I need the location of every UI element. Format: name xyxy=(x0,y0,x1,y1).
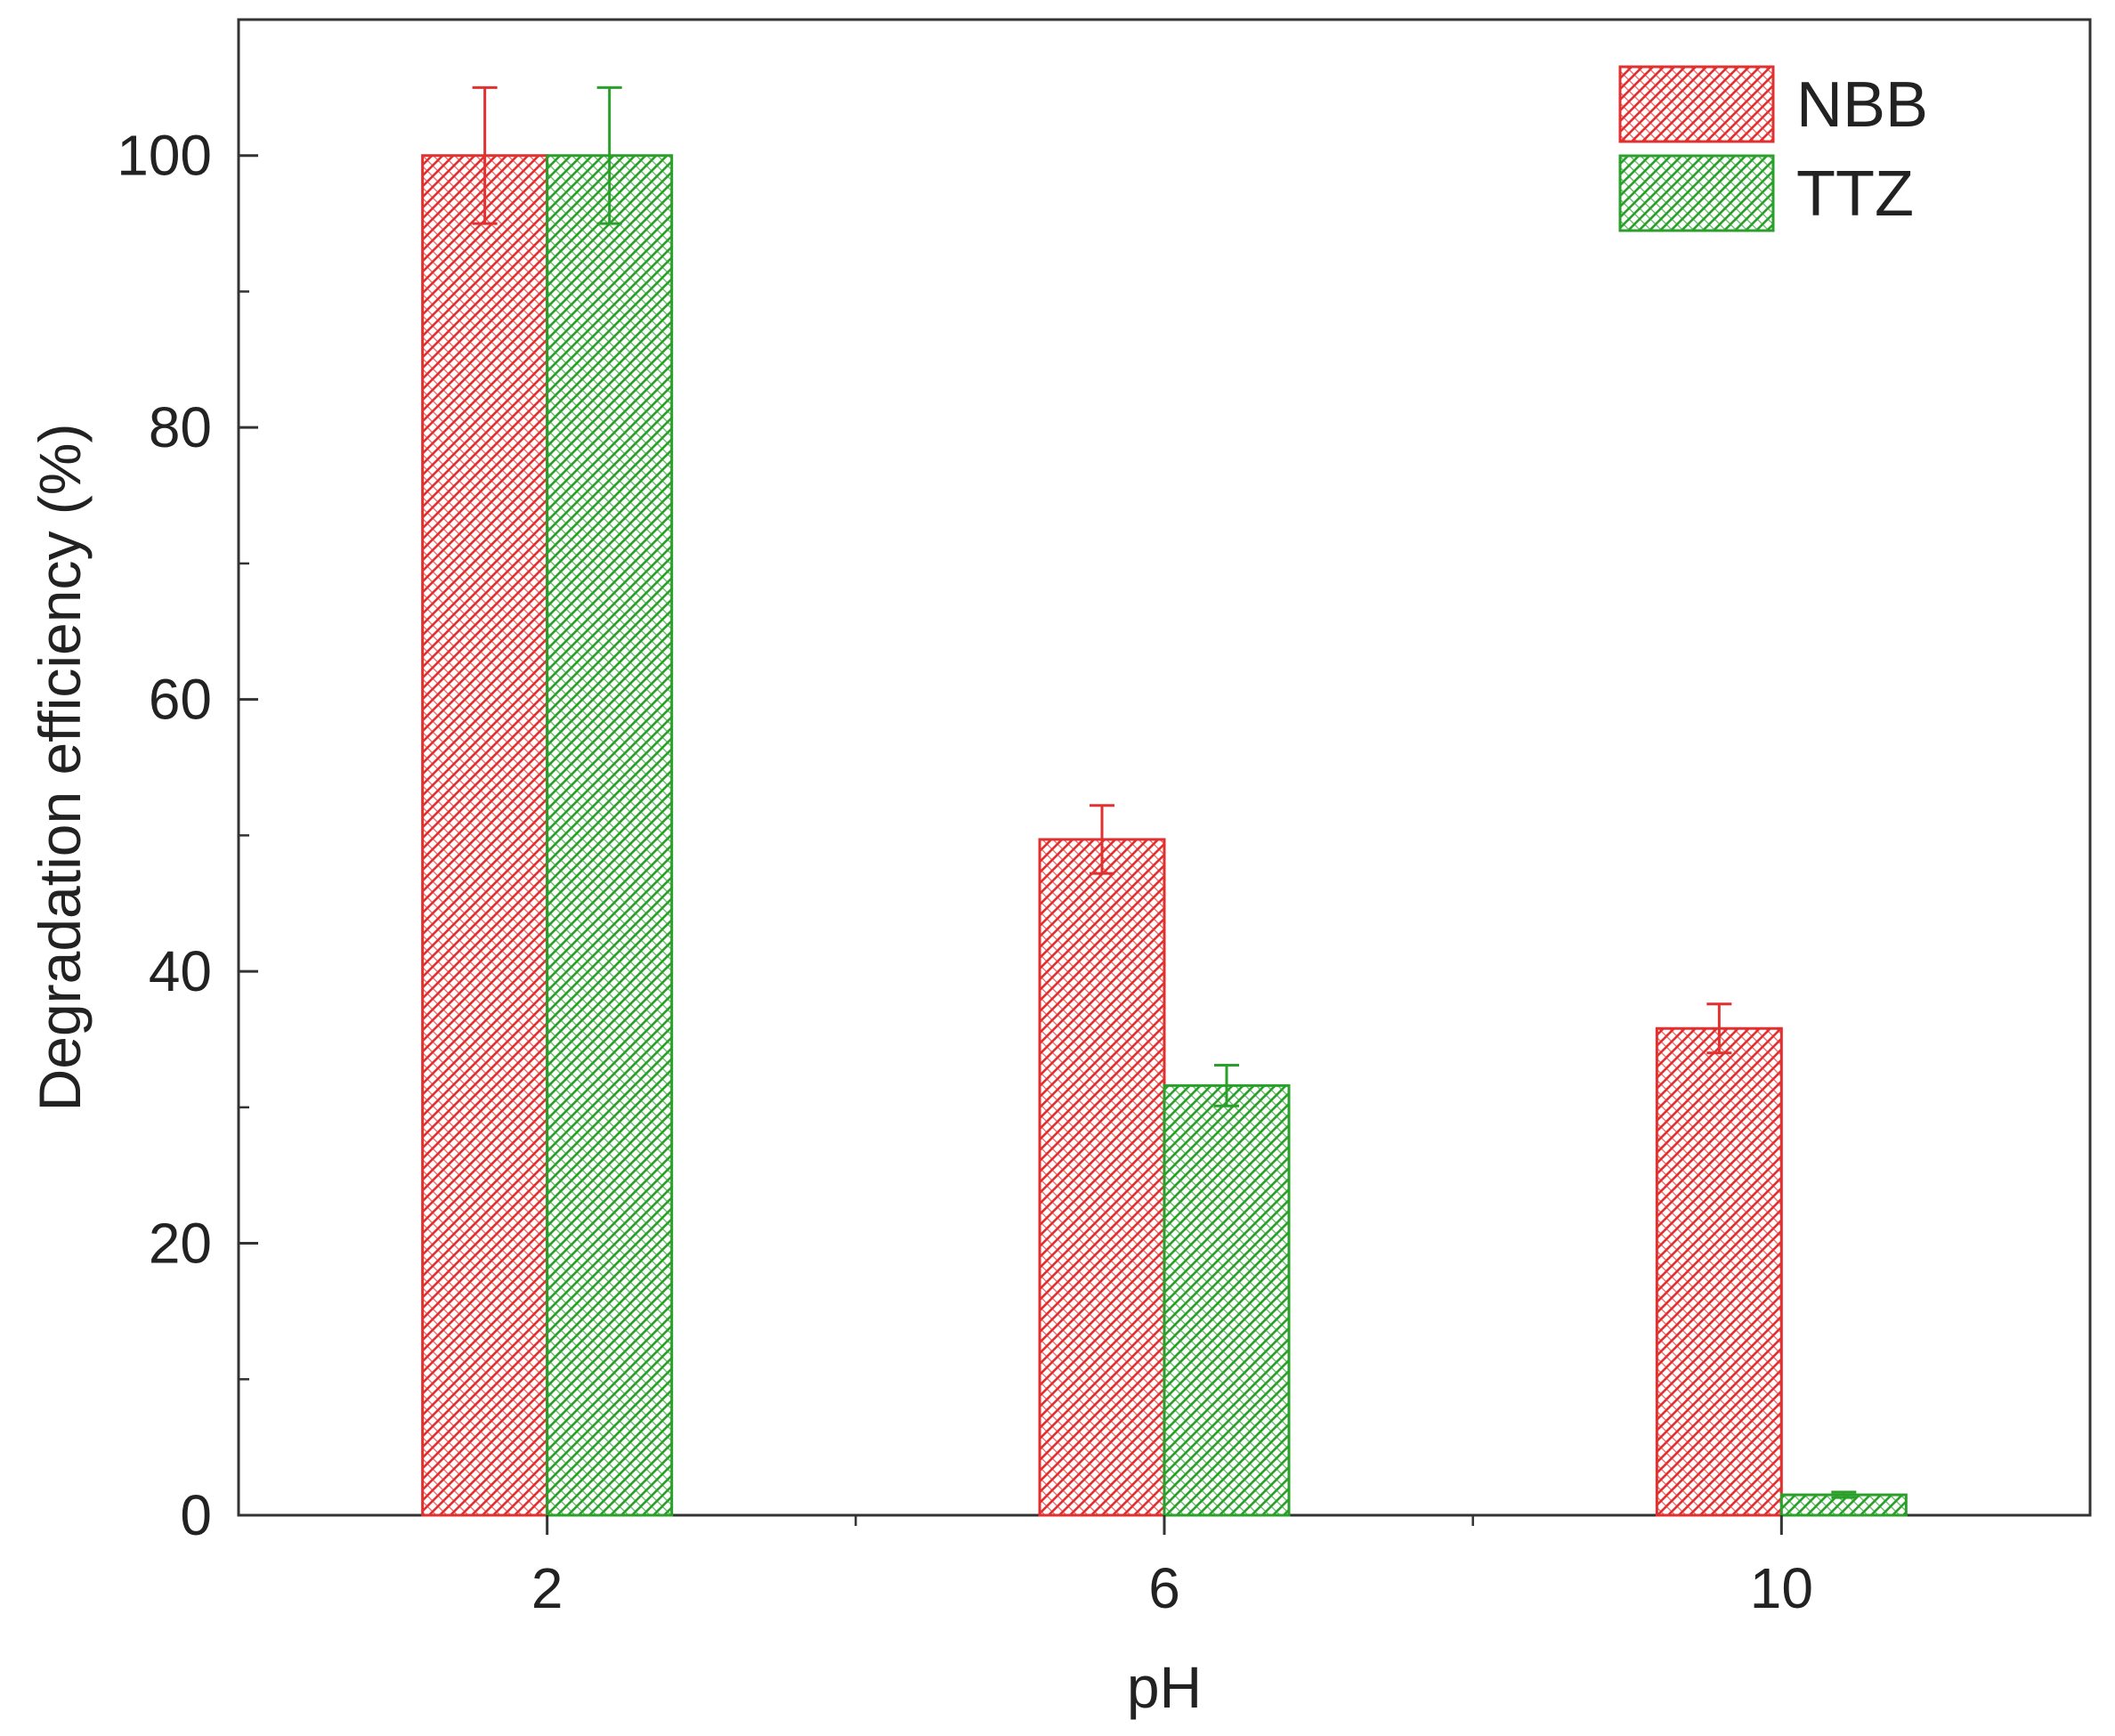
errorbar-ttz-ph-10 xyxy=(1831,1490,1857,1499)
legend: NBB TTZ xyxy=(1618,65,1928,232)
bars-layer xyxy=(421,154,1908,1517)
x-axis: 2 6 10 xyxy=(531,1515,1813,1620)
legend-swatch-ttz xyxy=(1618,154,1775,232)
bar-ttz-ph-6 xyxy=(1163,1083,1291,1517)
y-axis: 0 20 40 60 80 100 xyxy=(117,124,258,1547)
y-tick-label: 20 xyxy=(149,1212,212,1276)
legend-swatch-nbb xyxy=(1618,65,1775,143)
y-tick-label: 60 xyxy=(149,668,212,732)
errorbar-nbb-ph-10 xyxy=(1706,1002,1732,1055)
y-tick-label: 100 xyxy=(117,124,212,188)
errorbars-layer xyxy=(472,85,1857,1499)
x-tick-label: 10 xyxy=(1750,1556,1813,1620)
legend-item-nbb: NBB xyxy=(1618,65,1928,143)
errorbar-ttz-ph-6 xyxy=(1214,1063,1239,1107)
x-axis-title: pH xyxy=(1127,1654,1202,1720)
bar-ttz-ph-2 xyxy=(546,154,674,1517)
y-axis-title: Degradation efficiency (%) xyxy=(27,424,93,1112)
legend-label-nbb: NBB xyxy=(1796,69,1928,141)
bar-nbb-ph-6 xyxy=(1038,838,1166,1517)
errorbar-ttz-ph-2 xyxy=(596,85,622,225)
y-tick-label: 0 xyxy=(180,1483,212,1547)
errorbar-nbb-ph-2 xyxy=(472,85,498,225)
bar-nbb-ph-2 xyxy=(421,154,549,1517)
legend-item-ttz: TTZ xyxy=(1618,154,1914,232)
y-tick-label: 40 xyxy=(149,939,212,1003)
bar-nbb-ph-10 xyxy=(1655,1026,1783,1517)
x-tick-label: 2 xyxy=(531,1556,563,1620)
y-tick-label: 80 xyxy=(149,395,212,459)
x-tick-label: 6 xyxy=(1148,1556,1180,1620)
legend-label-ttz: TTZ xyxy=(1796,158,1914,230)
errorbar-nbb-ph-6 xyxy=(1090,804,1114,875)
